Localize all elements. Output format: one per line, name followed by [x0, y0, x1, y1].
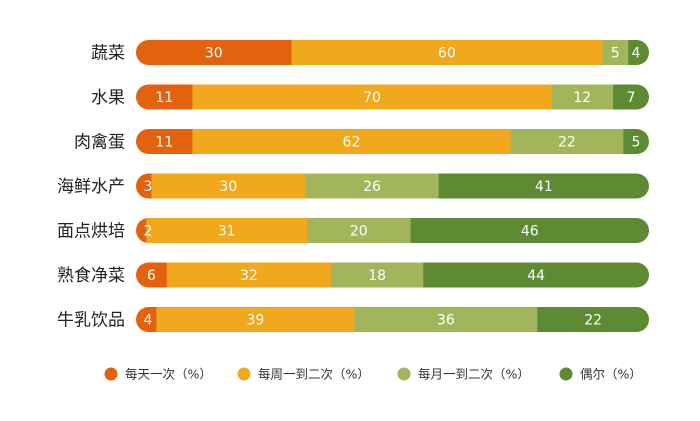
category-label: 蔬菜	[91, 44, 125, 64]
legend-swatch	[237, 367, 251, 381]
legend-swatch	[397, 367, 411, 381]
bar-segment	[136, 307, 157, 332]
segment-value-label: 5	[632, 135, 641, 151]
bar-row	[136, 129, 649, 154]
category-label: 熟食净菜	[57, 265, 125, 286]
segment-value-label: 26	[363, 179, 381, 195]
segment-value-label: 39	[246, 313, 264, 329]
segment-value-label: 46	[521, 224, 539, 240]
bar-segment	[136, 40, 292, 65]
bar-row	[136, 173, 649, 199]
bar-segment	[156, 307, 355, 332]
bar-segment	[146, 218, 308, 243]
bar-segment	[307, 218, 412, 243]
bar-segment	[623, 129, 649, 154]
legend-label: 每周一到二次（%）	[258, 367, 370, 382]
bar-segment	[136, 218, 147, 243]
legend: 每天一次（%） 每周一到二次（%） 每月一到二次（%） 偶尔（%）	[104, 367, 642, 382]
segment-value-label: 22	[558, 135, 576, 151]
segment-value-label: 62	[343, 135, 361, 151]
segment-value-label: 2	[144, 224, 153, 240]
bar-row	[136, 40, 649, 65]
segment-value-label: 44	[527, 268, 545, 284]
bar-segment	[613, 84, 649, 110]
segment-value-label: 36	[437, 313, 455, 329]
bar-row	[136, 307, 649, 332]
bar-segment	[305, 173, 440, 199]
bar-segment	[192, 84, 553, 110]
bar-segment	[537, 307, 649, 332]
segment-value-label: 70	[363, 90, 381, 106]
bar-segment	[628, 40, 649, 65]
segment-value-label: 31	[218, 224, 236, 240]
bar-segment	[166, 262, 332, 288]
bar-segment	[136, 84, 193, 110]
bar-segment	[602, 40, 629, 65]
bar-segment	[354, 307, 538, 332]
bars: 30 60 5 411 70 12 711 62 22 53 30 26 412 31 20 466 32 18 4…	[136, 40, 649, 332]
segment-value-label: 4	[144, 313, 153, 329]
segment-value-label: 11	[155, 90, 173, 106]
bar-segment	[423, 262, 649, 288]
legend-swatch	[559, 367, 573, 381]
legend-label: 每月一到二次（%）	[418, 367, 530, 382]
segment-value-label: 5	[611, 46, 620, 62]
bar-segment	[330, 262, 424, 288]
bar-segment	[151, 173, 306, 199]
segment-value-label: 41	[535, 179, 553, 195]
bar-segment	[136, 129, 193, 154]
segment-value-label: 12	[573, 90, 591, 106]
category-label: 面点烘培	[57, 222, 125, 242]
segment-value-label: 30	[205, 46, 223, 62]
category-label: 水果	[91, 88, 125, 108]
segment-value-label: 22	[584, 313, 602, 329]
category-label: 肉禽蛋	[74, 133, 125, 153]
bar-row	[136, 84, 649, 110]
segment-value-label: 11	[155, 135, 173, 151]
bar-segment	[136, 262, 168, 288]
bar-segment	[291, 40, 603, 65]
segment-value-label: 20	[350, 224, 368, 240]
segment-value-label: 7	[627, 90, 636, 106]
legend-label: 每天一次（%）	[125, 367, 212, 382]
bar-segment	[551, 84, 614, 110]
segment-value-label: 3	[144, 179, 153, 195]
segment-value-label: 4	[632, 46, 641, 62]
category-label: 海鲜水产	[57, 177, 125, 197]
segment-value-label: 30	[219, 179, 237, 195]
segment-value-label: 32	[240, 268, 258, 284]
segment-value-label: 18	[368, 268, 386, 284]
legend-label: 偶尔（%）	[580, 367, 642, 382]
bar-row	[136, 262, 649, 288]
bar-segment	[192, 129, 511, 154]
segment-value-label: 6	[147, 268, 156, 284]
bar-row	[136, 218, 649, 243]
bar-segment	[410, 218, 649, 243]
segment-value-label: 60	[438, 46, 456, 62]
category-label: 牛乳饮品	[57, 311, 125, 331]
bar-segment	[438, 173, 649, 199]
bar-segment	[136, 173, 152, 199]
bar-segment	[510, 129, 624, 154]
legend-swatch	[104, 367, 118, 381]
